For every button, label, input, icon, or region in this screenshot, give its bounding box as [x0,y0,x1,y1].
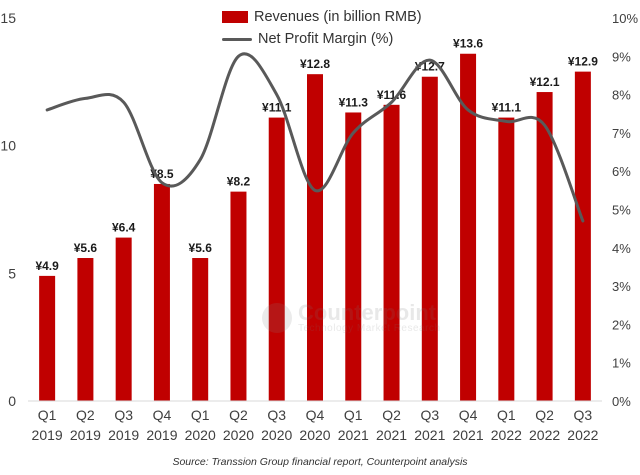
chart-legend: Revenues (in billion RMB) Net Profit Mar… [222,6,422,50]
x-tick-quarter: Q4 [459,407,478,423]
x-tick-year: 2019 [108,427,139,443]
x-tick-quarter: Q4 [306,407,325,423]
revenue-bar [268,117,285,401]
x-tick-quarter: Q1 [38,407,57,423]
x-tick-year: 2020 [223,427,254,443]
revenue-bar-label: ¥5.6 [189,241,213,255]
x-tick-year: 2021 [376,427,407,443]
x-tick-year: 2020 [299,427,330,443]
x-tick-year: 2020 [185,427,216,443]
left-tick-label: 0 [8,393,16,409]
right-tick-label: 1% [612,356,631,371]
source-note: Source: Transsion Group financial report… [172,456,468,468]
x-tick-quarter: Q2 [535,407,554,423]
x-tick-year: 2021 [414,427,445,443]
x-tick-year: 2019 [70,427,101,443]
revenue-bar-label: ¥11.3 [339,95,369,109]
x-tick-quarter: Q1 [191,407,210,423]
x-tick-year: 2021 [452,427,483,443]
revenue-bar [77,258,94,401]
x-tick-quarter: Q1 [344,407,363,423]
x-tick-year: 2022 [491,427,522,443]
revenue-bar [383,104,400,402]
x-tick-quarter: Q4 [153,407,172,423]
revenue-bar-label: ¥5.6 [74,241,98,255]
revenue-bars [39,53,591,402]
revenue-bar [307,74,323,401]
x-tick-year: 2019 [32,427,63,443]
right-tick-label: 4% [612,241,631,256]
x-tick-quarter: Q3 [267,407,286,423]
revenue-bar-label: ¥13.6 [453,37,483,51]
x-axis: Q1 2019 Q2 2019 Q3 2019 Q4 2019 Q1 2020 Q2 2020 Q3 20… [28,400,602,443]
legend-line-swatch [222,37,252,41]
x-tick-year: 2022 [567,427,598,443]
revenue-bar-label: ¥11.1 [262,101,292,115]
left-tick-label: 5 [8,265,16,281]
right-tick-label: 10% [612,11,638,26]
right-tick-label: 6% [612,164,631,179]
left-tick-label: 15 [0,10,16,26]
revenue-bar [192,258,209,401]
revenue-bar-label: ¥8.2 [227,175,251,189]
x-tick-year: 2022 [529,427,560,443]
revenue-bar-label: ¥12.1 [530,75,560,89]
revenue-bar [460,53,477,401]
left-y-axis: 0 5 10 15 [0,10,16,409]
revenue-bar-label: ¥6.4 [112,221,136,235]
revenue-bar [498,117,515,401]
legend-item-revenues: Revenues (in billion RMB) [222,6,422,28]
x-tick-quarter: Q3 [114,407,133,423]
right-y-axis: 0% 1% 2% 3% 4% 5% 6% 7% 8% 9% 10% [612,11,638,409]
revenue-bar-label: ¥11.1 [492,101,522,115]
right-tick-label: 0% [612,394,631,409]
right-tick-label: 8% [612,88,631,103]
revenue-bar [345,112,362,402]
right-tick-label: 2% [612,317,631,332]
x-tick-quarter: Q3 [420,407,439,423]
revenue-bar [39,275,56,401]
x-tick-quarter: Q2 [76,407,95,423]
x-tick-year: 2019 [146,427,177,443]
legend-bar-swatch [222,11,248,23]
revenue-bar [574,71,591,402]
legend-label-revenues: Revenues (in billion RMB) [254,9,422,25]
revenue-bar-label: ¥12.9 [568,55,598,69]
left-tick-label: 10 [0,138,16,154]
right-tick-label: 7% [612,126,631,141]
right-tick-label: 3% [612,279,631,294]
x-tick-year: 2020 [261,427,292,443]
right-tick-label: 5% [612,203,631,218]
legend-label-margin: Net Profit Margin (%) [258,31,394,47]
x-tick-quarter: Q2 [229,407,248,423]
revenue-bar [153,183,170,401]
right-tick-label: 9% [612,49,631,64]
revenue-bar [421,76,438,401]
legend-item-margin: Net Profit Margin (%) [222,28,422,50]
net-margin-line [45,52,585,223]
x-tick-year: 2021 [338,427,369,443]
revenue-bar [536,92,553,402]
revenue-bar [230,191,247,401]
x-tick-quarter: Q1 [497,407,516,423]
revenue-bar-label: ¥12.8 [300,57,330,71]
revenue-bar-label: ¥4.9 [35,259,59,273]
revenue-bar [115,237,132,401]
x-tick-quarter: Q2 [382,407,401,423]
x-tick-quarter: Q3 [574,407,593,423]
